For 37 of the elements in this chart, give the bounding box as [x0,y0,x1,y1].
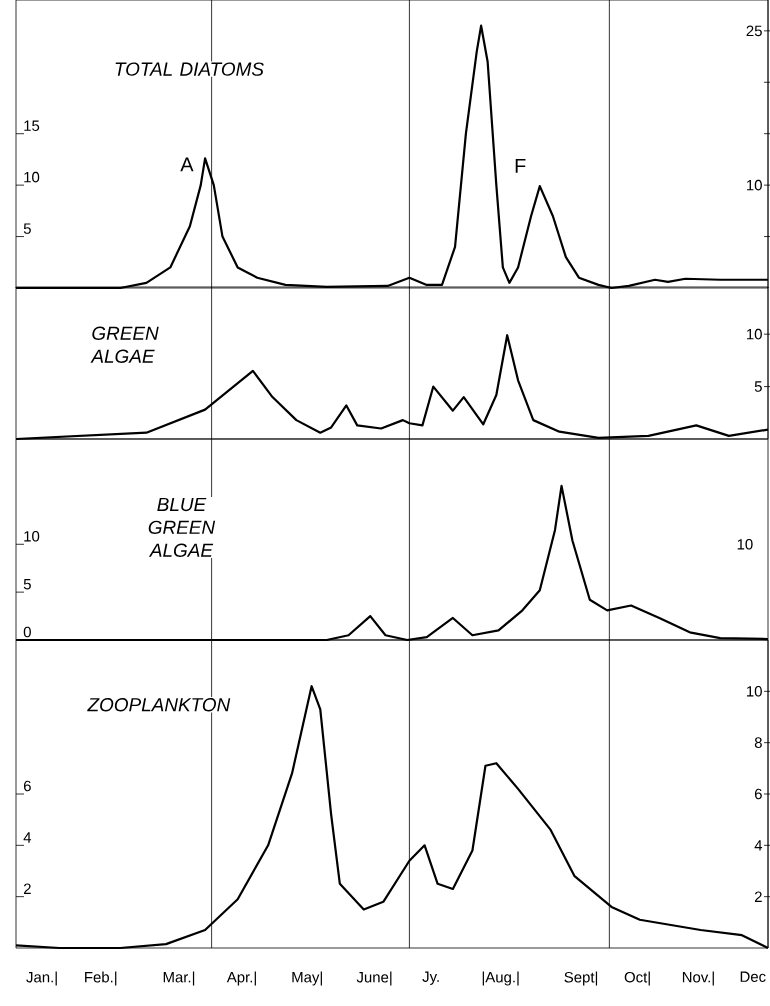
y2-tick-label: 25 [746,25,762,37]
text: ZOOPLANKTON [87,697,231,712]
y2-tick-label: 6 [754,788,762,800]
text: TOTAL DIATOMS [115,62,264,76]
y-tick-label: 15 [24,120,40,131]
y-tick-label: 6 [23,780,31,792]
y2-tick-label: 8 [754,737,762,748]
y2-tick-label: 4 [754,840,763,851]
x-tick-label: Jan.| [26,971,57,986]
x-tick-label: Jy. [422,971,439,985]
x-tick-label: Nov.| [682,971,714,986]
x-tick-label: Oct| [624,971,650,986]
y-tick-label: 4 [23,832,32,843]
y-tick-label: 5 [23,579,31,590]
x-tick-label: |Aug.| [482,971,519,986]
annotation: F [515,158,526,173]
annotation: 10 [737,539,753,550]
x-tick-label: Dec [740,971,766,982]
y-tick-label: 2 [23,883,31,894]
y-tick-label: 5 [23,223,31,234]
text: BLUE GREEN ALGAE [148,497,216,557]
y-tick-label: 10 [24,171,40,183]
x-tick-label: June| [356,971,392,986]
x-tick-label: May| [292,971,322,986]
y2-tick-label: 10 [747,686,762,697]
text: GREEN ALGAE [90,326,159,363]
x-tick-label: Apr.| [226,971,256,986]
y2-tick-label: 5 [754,381,762,392]
y-tick-label: 0 [23,626,31,638]
y2-tick-label: 2 [754,891,762,902]
y-tick-label: 10 [24,531,40,542]
y2-tick-label: 10 [747,179,762,191]
annotation: A [180,157,194,172]
x-tick-label: Mar.| [163,971,195,986]
y2-tick-label: 10 [747,328,762,340]
x-tick-label: Feb.| [85,971,117,986]
x-tick-label: Sept| [564,971,598,986]
